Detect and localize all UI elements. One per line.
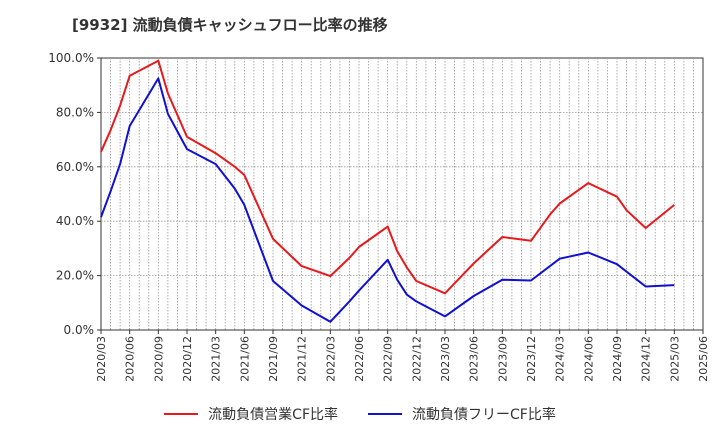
legend-item-free-cf: 流動負債フリーCF比率	[368, 404, 556, 424]
series-line-free-cf	[100, 77, 675, 323]
x-tick-label: 2021/03	[210, 336, 223, 382]
x-tick-label: 2022/06	[353, 336, 366, 382]
legend-item-operating-cf: 流動負債営業CF比率	[164, 404, 338, 424]
plot-frame	[100, 57, 704, 331]
y-tick-label: 100.0%	[48, 51, 94, 65]
x-tick-label: 2021/09	[267, 336, 280, 382]
legend-label-operating-cf: 流動負債営業CF比率	[208, 407, 338, 423]
x-tick-label: 2020/06	[124, 336, 137, 382]
x-tick-label: 2025/06	[697, 336, 710, 382]
y-tick-label: 60.0%	[56, 160, 94, 174]
series-layer	[100, 59, 675, 323]
x-tick-label: 2022/03	[324, 336, 337, 382]
x-tick-label: 2023/03	[439, 336, 452, 382]
axes: 2020/03 2020/06 2020/09 2020/12 2021/03 2021/…	[48, 51, 710, 382]
x-tick-label: 2022/12	[410, 336, 423, 382]
x-tick-label: 2024/12	[640, 336, 653, 382]
x-tick-label: 2021/12	[296, 336, 309, 382]
legend: 流動負債営業CF比率 流動負債フリーCF比率	[0, 404, 720, 424]
x-tick-label: 2020/12	[181, 336, 194, 382]
x-tick-label: 2025/03	[668, 336, 681, 382]
x-tick-label: 2023/09	[496, 336, 509, 382]
x-tick-label: 2021/06	[238, 336, 251, 382]
grid	[100, 57, 704, 331]
y-tick-label: 40.0%	[56, 214, 94, 228]
x-tick-label: 2022/09	[382, 336, 395, 382]
chart-title: [9932] 流動負債キャッシュフロー比率の推移	[72, 16, 388, 34]
y-tick-label: 20.0%	[56, 269, 94, 283]
legend-swatch-operating-cf	[164, 413, 199, 415]
y-tick-label: 80.0%	[56, 105, 94, 119]
x-tick-label: 2024/09	[611, 336, 624, 382]
x-tick-label: 2020/03	[95, 336, 108, 382]
y-tick-label: 0.0%	[64, 323, 95, 337]
legend-label-free-cf: 流動負債フリーCF比率	[412, 407, 556, 423]
legend-swatch-free-cf	[368, 413, 402, 415]
series-line-operating-cf	[100, 59, 675, 295]
x-tick-label: 2023/12	[525, 336, 538, 382]
x-tick-label: 2024/03	[554, 336, 567, 382]
x-tick-label: 2020/09	[152, 336, 165, 382]
x-tick-label: 2024/06	[582, 336, 595, 382]
x-tick-label: 2023/06	[468, 336, 481, 382]
